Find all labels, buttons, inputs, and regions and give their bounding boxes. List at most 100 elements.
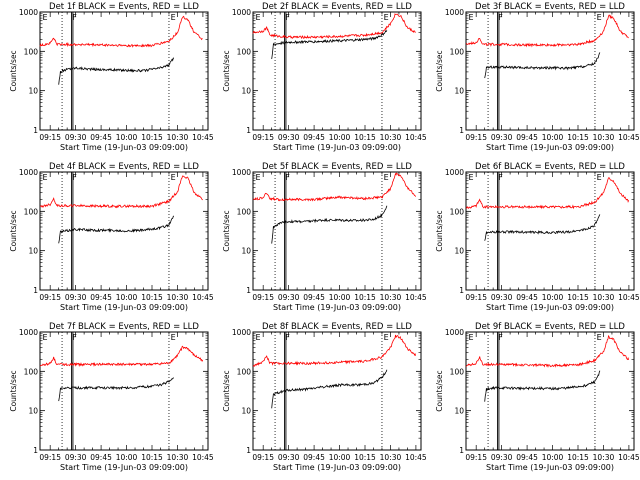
x-tick-label: 09:15 [39,453,61,462]
interval-letter: F [285,173,290,182]
x-tick-label: 10:15 [354,133,376,142]
x-tick-label: 09:45 [303,293,325,302]
plot-frame [39,171,209,291]
panel-title: Det 9f BLACK = Events, RED = LLD [475,322,625,332]
series-line-events [484,370,601,402]
y-tick-label: 100 [237,47,252,56]
y-axis-label: Counts/sec [435,210,444,251]
x-tick-label: 09:30 [491,293,513,302]
x-tick-label: 10:30 [380,453,402,462]
x-tick-label: 10:00 [116,293,138,302]
panel-title: Det 5f BLACK = Events, RED = LLD [262,162,412,172]
x-tick-label: 09:45 [90,453,112,462]
series-line-lld [40,175,203,209]
x-tick-label: 09:15 [252,453,274,462]
plot-frame [465,331,635,451]
series-line-lld [465,177,630,210]
panel-det-5f: Det 5f BLACK = Events, RED = LLD 1 10 100 10… [222,162,427,312]
y-axis-label: Counts/sec [9,370,18,411]
y-axis-label: Counts/sec [9,210,18,251]
interval-letter: E [43,333,48,342]
x-tick-label: 10:45 [618,293,640,302]
y-tick-label: 1000 [19,168,38,177]
x-axis-label: Start Time (19-Jun-03 09:09:00) [60,463,188,472]
x-tick-label: 09:15 [465,133,487,142]
x-axis-label: Start Time (19-Jun-03 09:09:00) [486,463,614,472]
x-tick-label: 10:45 [405,293,427,302]
y-tick-label: 100 [24,47,39,56]
x-tick-label: 10:30 [380,133,402,142]
interval-letter: E [597,13,602,22]
x-axis-label: Start Time (19-Jun-03 09:09:00) [60,303,188,312]
y-tick-label: 1 [459,126,464,135]
interval-letter: F [498,173,503,182]
panel-det-7f: Det 7f BLACK = Events, RED = LLD 1 10 100 10… [9,322,214,472]
series-line-lld [252,172,417,202]
plot-frame [252,171,422,291]
x-tick-label: 09:30 [491,453,513,462]
y-tick-label: 10 [241,407,251,416]
x-tick-label: 09:45 [90,133,112,142]
y-axis-label: Counts/sec [222,210,231,251]
x-tick-label: 10:15 [354,293,376,302]
interval-letter: E [469,333,474,342]
x-tick-label: 10:00 [329,453,351,462]
interval-letter: E [171,13,176,22]
x-tick-label: 10:30 [593,453,615,462]
x-tick-label: 10:45 [618,133,640,142]
interval-letter: E [256,173,261,182]
x-tick-label: 10:30 [167,453,189,462]
panel-title: Det 3f BLACK = Events, RED = LLD [475,2,625,12]
x-tick-label: 09:30 [278,133,300,142]
interval-letter: F [72,173,77,182]
x-tick-label: 10:45 [192,453,214,462]
x-tick-label: 10:45 [192,133,214,142]
y-axis-label: Counts/sec [222,370,231,411]
x-axis-label: Start Time (19-Jun-03 09:09:00) [60,143,188,152]
panel-det-8f: Det 8f BLACK = Events, RED = LLD 1 10 100 10… [222,322,427,472]
interval-letter: E [171,333,176,342]
x-tick-label: 10:15 [141,453,163,462]
x-tick-label: 09:30 [65,293,87,302]
panel-title: Det 7f BLACK = Events, RED = LLD [49,322,199,332]
y-axis-label: Counts/sec [9,50,18,91]
x-tick-label: 09:45 [90,293,112,302]
x-tick-label: 09:45 [303,453,325,462]
x-tick-label: 10:00 [542,293,564,302]
x-tick-label: 10:30 [380,293,402,302]
y-tick-label: 1000 [232,168,251,177]
interval-letter: F [498,13,503,22]
y-tick-label: 1 [33,286,38,295]
plot-frame [39,11,209,131]
y-tick-label: 100 [237,367,252,376]
panel-det-9f: Det 9f BLACK = Events, RED = LLD 1 10 100 10… [435,322,640,472]
panel-title: Det 4f BLACK = Events, RED = LLD [49,162,199,172]
y-tick-label: 1000 [445,168,464,177]
y-tick-label: 1000 [19,328,38,337]
series-line-lld [39,15,203,48]
series-line-events [484,214,601,241]
y-tick-label: 10 [454,407,464,416]
series-line-lld [39,345,204,367]
x-axis-label: Start Time (19-Jun-03 09:09:00) [486,303,614,312]
x-tick-label: 09:30 [65,453,87,462]
y-tick-label: 1 [246,126,251,135]
interval-letter: E [171,173,176,182]
interval-letter: F [72,13,77,22]
series-line-events [58,377,175,402]
y-tick-label: 10 [241,87,251,96]
y-tick-label: 10 [28,87,38,96]
series-line-events [271,369,388,409]
x-tick-label: 09:45 [303,133,325,142]
y-tick-label: 1000 [232,8,251,17]
y-tick-label: 1000 [232,328,251,337]
x-tick-label: 10:15 [567,293,589,302]
y-axis-label: Counts/sec [222,50,231,91]
x-tick-label: 10:30 [593,133,615,142]
x-tick-label: 10:45 [618,453,640,462]
panel-det-4f: Det 4f BLACK = Events, RED = LLD 1 10 100 10… [9,162,214,312]
panel-det-1f: Det 1f BLACK = Events, RED = LLD 1 10 100 10… [9,2,214,152]
y-tick-label: 100 [450,367,465,376]
series-line-events [271,30,388,60]
